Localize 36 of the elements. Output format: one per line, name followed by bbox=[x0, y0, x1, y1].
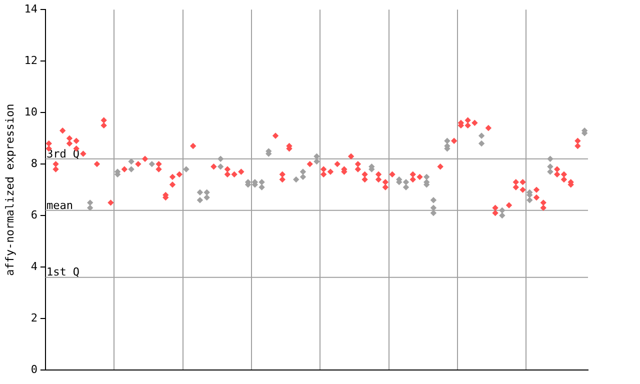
point bbox=[66, 140, 72, 146]
point bbox=[561, 176, 567, 182]
ref-line-label: mean bbox=[46, 198, 73, 212]
point bbox=[520, 186, 526, 193]
y-tick-label: 12 bbox=[24, 54, 38, 67]
point bbox=[547, 168, 554, 175]
point bbox=[382, 184, 388, 190]
point bbox=[554, 171, 560, 178]
point bbox=[464, 122, 471, 128]
point bbox=[320, 171, 326, 178]
ref-line-label: 1st Q bbox=[46, 266, 80, 279]
y-tick-label: 10 bbox=[24, 105, 38, 118]
y-tick-label: 4 bbox=[30, 260, 38, 273]
y-tick-label: 14 bbox=[24, 2, 38, 16]
point bbox=[526, 197, 533, 203]
point bbox=[224, 171, 230, 178]
point bbox=[279, 176, 286, 182]
y-axis-title: affy-normalized expression bbox=[3, 104, 16, 276]
y-tick-label: 2 bbox=[30, 311, 38, 324]
point bbox=[156, 166, 162, 172]
point bbox=[534, 194, 540, 200]
point bbox=[170, 182, 176, 188]
y-tick-label: 6 bbox=[30, 208, 38, 222]
point bbox=[100, 122, 107, 128]
point bbox=[355, 166, 361, 172]
point bbox=[362, 176, 368, 182]
y-tick-label: 8 bbox=[30, 156, 38, 170]
point bbox=[376, 176, 382, 182]
point bbox=[52, 166, 59, 172]
point bbox=[540, 204, 546, 211]
point bbox=[430, 210, 436, 216]
point bbox=[410, 176, 416, 182]
y-tick-label: 0 bbox=[30, 362, 38, 376]
point bbox=[574, 143, 581, 149]
point bbox=[492, 210, 498, 216]
point bbox=[512, 184, 519, 190]
